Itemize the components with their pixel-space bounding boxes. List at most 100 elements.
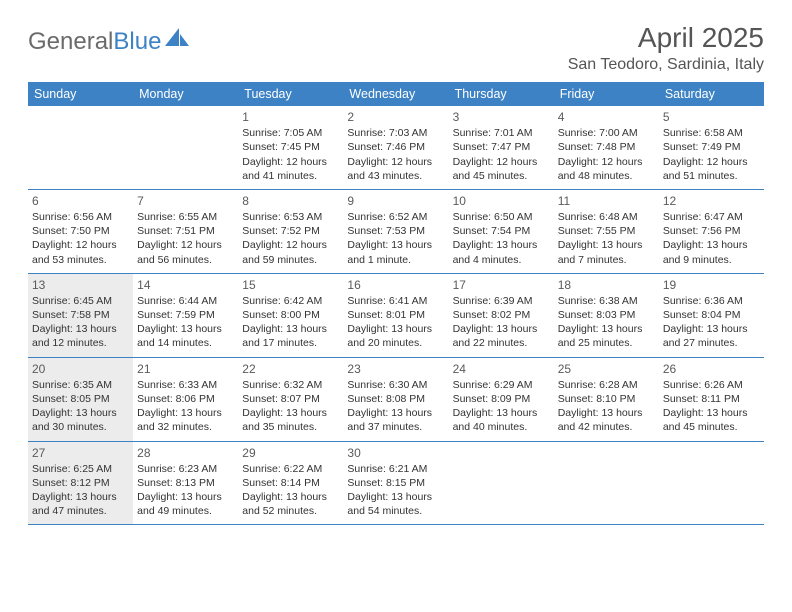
sunset-line: Sunset: 8:04 PM: [663, 308, 760, 322]
day-cell: 21Sunrise: 6:33 AMSunset: 8:06 PMDayligh…: [133, 358, 238, 441]
sunset-line: Sunset: 7:47 PM: [453, 140, 550, 154]
day-cell: 6Sunrise: 6:56 AMSunset: 7:50 PMDaylight…: [28, 190, 133, 273]
sunset-line: Sunset: 7:56 PM: [663, 224, 760, 238]
day-cell: 25Sunrise: 6:28 AMSunset: 8:10 PMDayligh…: [554, 358, 659, 441]
daylight-line: Daylight: 13 hours and 40 minutes.: [453, 406, 550, 434]
weekday-header-cell: Friday: [554, 82, 659, 106]
sunrise-line: Sunrise: 6:50 AM: [453, 210, 550, 224]
weekday-header-cell: Saturday: [659, 82, 764, 106]
sunrise-line: Sunrise: 6:58 AM: [663, 126, 760, 140]
sunrise-line: Sunrise: 6:25 AM: [32, 462, 129, 476]
day-number: 19: [663, 277, 760, 293]
day-cell: 18Sunrise: 6:38 AMSunset: 8:03 PMDayligh…: [554, 274, 659, 357]
daylight-line: Daylight: 13 hours and 7 minutes.: [558, 238, 655, 266]
day-number: 21: [137, 361, 234, 377]
day-number: 1: [242, 109, 339, 125]
sunset-line: Sunset: 7:52 PM: [242, 224, 339, 238]
daylight-line: Daylight: 12 hours and 56 minutes.: [137, 238, 234, 266]
day-number: 28: [137, 445, 234, 461]
day-cell: [28, 106, 133, 189]
day-cell: 28Sunrise: 6:23 AMSunset: 8:13 PMDayligh…: [133, 442, 238, 525]
daylight-line: Daylight: 13 hours and 49 minutes.: [137, 490, 234, 518]
sunset-line: Sunset: 7:45 PM: [242, 140, 339, 154]
sunrise-line: Sunrise: 6:38 AM: [558, 294, 655, 308]
day-number: 27: [32, 445, 129, 461]
brand-logo: GeneralBlue: [28, 28, 191, 56]
weekday-header-row: SundayMondayTuesdayWednesdayThursdayFrid…: [28, 82, 764, 106]
sunset-line: Sunset: 7:49 PM: [663, 140, 760, 154]
sunset-line: Sunset: 8:14 PM: [242, 476, 339, 490]
day-cell: 4Sunrise: 7:00 AMSunset: 7:48 PMDaylight…: [554, 106, 659, 189]
sunset-line: Sunset: 8:06 PM: [137, 392, 234, 406]
sunrise-line: Sunrise: 6:35 AM: [32, 378, 129, 392]
daylight-line: Daylight: 13 hours and 1 minute.: [347, 238, 444, 266]
daylight-line: Daylight: 13 hours and 54 minutes.: [347, 490, 444, 518]
day-cell: 15Sunrise: 6:42 AMSunset: 8:00 PMDayligh…: [238, 274, 343, 357]
daylight-line: Daylight: 13 hours and 30 minutes.: [32, 406, 129, 434]
daylight-line: Daylight: 12 hours and 48 minutes.: [558, 155, 655, 183]
sunset-line: Sunset: 7:50 PM: [32, 224, 129, 238]
daylight-line: Daylight: 13 hours and 14 minutes.: [137, 322, 234, 350]
day-number: 24: [453, 361, 550, 377]
day-cell: [554, 442, 659, 525]
day-cell: 2Sunrise: 7:03 AMSunset: 7:46 PMDaylight…: [343, 106, 448, 189]
sunrise-line: Sunrise: 6:39 AM: [453, 294, 550, 308]
day-number: 18: [558, 277, 655, 293]
day-cell: 3Sunrise: 7:01 AMSunset: 7:47 PMDaylight…: [449, 106, 554, 189]
daylight-line: Daylight: 13 hours and 25 minutes.: [558, 322, 655, 350]
sunrise-line: Sunrise: 6:30 AM: [347, 378, 444, 392]
day-number: 23: [347, 361, 444, 377]
sunset-line: Sunset: 8:13 PM: [137, 476, 234, 490]
day-number: 15: [242, 277, 339, 293]
daylight-line: Daylight: 13 hours and 27 minutes.: [663, 322, 760, 350]
day-cell: 22Sunrise: 6:32 AMSunset: 8:07 PMDayligh…: [238, 358, 343, 441]
sunrise-line: Sunrise: 6:23 AM: [137, 462, 234, 476]
day-number: 6: [32, 193, 129, 209]
calendar: SundayMondayTuesdayWednesdayThursdayFrid…: [28, 82, 764, 525]
sunrise-line: Sunrise: 6:55 AM: [137, 210, 234, 224]
day-number: 16: [347, 277, 444, 293]
day-cell: 16Sunrise: 6:41 AMSunset: 8:01 PMDayligh…: [343, 274, 448, 357]
sunset-line: Sunset: 8:02 PM: [453, 308, 550, 322]
sunset-line: Sunset: 7:58 PM: [32, 308, 129, 322]
sunrise-line: Sunrise: 6:48 AM: [558, 210, 655, 224]
day-number: 14: [137, 277, 234, 293]
sunset-line: Sunset: 7:53 PM: [347, 224, 444, 238]
brand-text-blue: Blue: [113, 28, 161, 55]
sunrise-line: Sunrise: 6:56 AM: [32, 210, 129, 224]
sunrise-line: Sunrise: 6:44 AM: [137, 294, 234, 308]
day-cell: 13Sunrise: 6:45 AMSunset: 7:58 PMDayligh…: [28, 274, 133, 357]
sunrise-line: Sunrise: 6:32 AM: [242, 378, 339, 392]
day-cell: 30Sunrise: 6:21 AMSunset: 8:15 PMDayligh…: [343, 442, 448, 525]
title-block: April 2025 San Teodoro, Sardinia, Italy: [568, 22, 764, 74]
daylight-line: Daylight: 13 hours and 32 minutes.: [137, 406, 234, 434]
day-number: 17: [453, 277, 550, 293]
day-cell: 12Sunrise: 6:47 AMSunset: 7:56 PMDayligh…: [659, 190, 764, 273]
day-number: 2: [347, 109, 444, 125]
day-number: 8: [242, 193, 339, 209]
sunrise-line: Sunrise: 7:05 AM: [242, 126, 339, 140]
sunset-line: Sunset: 8:12 PM: [32, 476, 129, 490]
sunset-line: Sunset: 7:48 PM: [558, 140, 655, 154]
day-cell: 7Sunrise: 6:55 AMSunset: 7:51 PMDaylight…: [133, 190, 238, 273]
day-cell: [133, 106, 238, 189]
day-cell: 23Sunrise: 6:30 AMSunset: 8:08 PMDayligh…: [343, 358, 448, 441]
day-number: 5: [663, 109, 760, 125]
daylight-line: Daylight: 13 hours and 22 minutes.: [453, 322, 550, 350]
sunset-line: Sunset: 7:59 PM: [137, 308, 234, 322]
day-cell: 24Sunrise: 6:29 AMSunset: 8:09 PMDayligh…: [449, 358, 554, 441]
week-row: 20Sunrise: 6:35 AMSunset: 8:05 PMDayligh…: [28, 358, 764, 442]
week-row: 27Sunrise: 6:25 AMSunset: 8:12 PM Dayligh…: [28, 442, 764, 526]
day-cell: 1Sunrise: 7:05 AMSunset: 7:45 PMDaylight…: [238, 106, 343, 189]
daylight-line: Daylight: 13 hours and 4 minutes.: [453, 238, 550, 266]
sunset-line: Sunset: 8:11 PM: [663, 392, 760, 406]
sunset-line: Sunset: 8:10 PM: [558, 392, 655, 406]
calendar-body: 1Sunrise: 7:05 AMSunset: 7:45 PM Daylight…: [28, 106, 764, 525]
daylight-line: Daylight: 13 hours and 42 minutes.: [558, 406, 655, 434]
sunrise-line: Sunrise: 6:47 AM: [663, 210, 760, 224]
day-cell: 14Sunrise: 6:44 AMSunset: 7:59 PMDayligh…: [133, 274, 238, 357]
sunrise-line: Sunrise: 6:36 AM: [663, 294, 760, 308]
sunrise-line: Sunrise: 7:00 AM: [558, 126, 655, 140]
sunrise-line: Sunrise: 6:33 AM: [137, 378, 234, 392]
day-number: 20: [32, 361, 129, 377]
